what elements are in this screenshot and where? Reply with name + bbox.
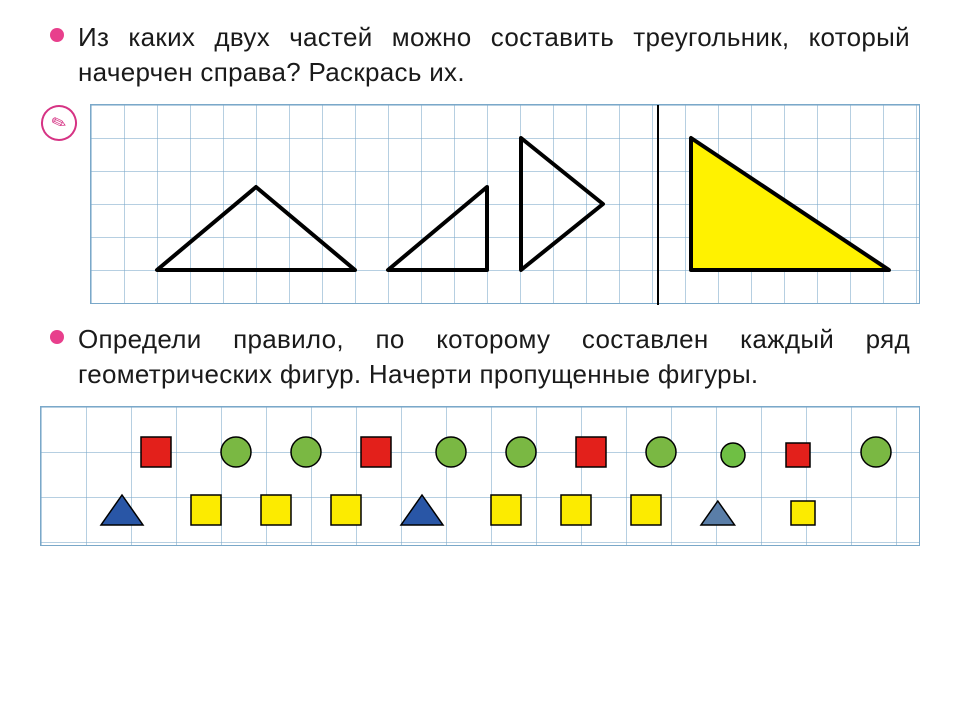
task2-grid bbox=[40, 406, 920, 546]
square-shape bbox=[191, 495, 221, 525]
circle-shape bbox=[221, 437, 251, 467]
triangle-shape bbox=[157, 187, 355, 270]
square-shape bbox=[561, 495, 591, 525]
task1-grid: ✎ bbox=[90, 104, 920, 304]
square-shape bbox=[331, 495, 361, 525]
circle-shape bbox=[291, 437, 321, 467]
triangle-shape bbox=[101, 495, 143, 525]
square-shape bbox=[576, 437, 606, 467]
triangle-shape bbox=[521, 138, 603, 270]
task2-header: Определи правило, по которому составлен … bbox=[30, 322, 930, 392]
square-shape bbox=[786, 443, 810, 467]
triangle-shape bbox=[388, 187, 487, 270]
task1-shapes bbox=[91, 105, 919, 303]
triangle-shape bbox=[701, 501, 735, 525]
task2-text: Определи правило, по которому составлен … bbox=[78, 322, 910, 392]
circle-shape bbox=[861, 437, 891, 467]
task1-header: Из каких двух частей можно составить тре… bbox=[30, 20, 930, 90]
task-2: Определи правило, по которому составлен … bbox=[30, 322, 930, 546]
task2-shapes bbox=[41, 407, 919, 545]
square-shape bbox=[261, 495, 291, 525]
square-shape bbox=[491, 495, 521, 525]
circle-shape bbox=[506, 437, 536, 467]
square-shape bbox=[361, 437, 391, 467]
square-shape bbox=[631, 495, 661, 525]
circle-shape bbox=[436, 437, 466, 467]
bullet-icon bbox=[50, 28, 64, 42]
pencil-icon: ✎ bbox=[36, 100, 82, 146]
task1-text: Из каких двух частей можно составить тре… bbox=[78, 20, 910, 90]
square-shape bbox=[791, 501, 815, 525]
circle-shape bbox=[646, 437, 676, 467]
square-shape bbox=[141, 437, 171, 467]
task-1: Из каких двух частей можно составить тре… bbox=[30, 20, 930, 304]
triangle-shape bbox=[401, 495, 443, 525]
bullet-icon bbox=[50, 330, 64, 344]
circle-shape bbox=[721, 443, 745, 467]
triangle-shape bbox=[691, 138, 889, 270]
